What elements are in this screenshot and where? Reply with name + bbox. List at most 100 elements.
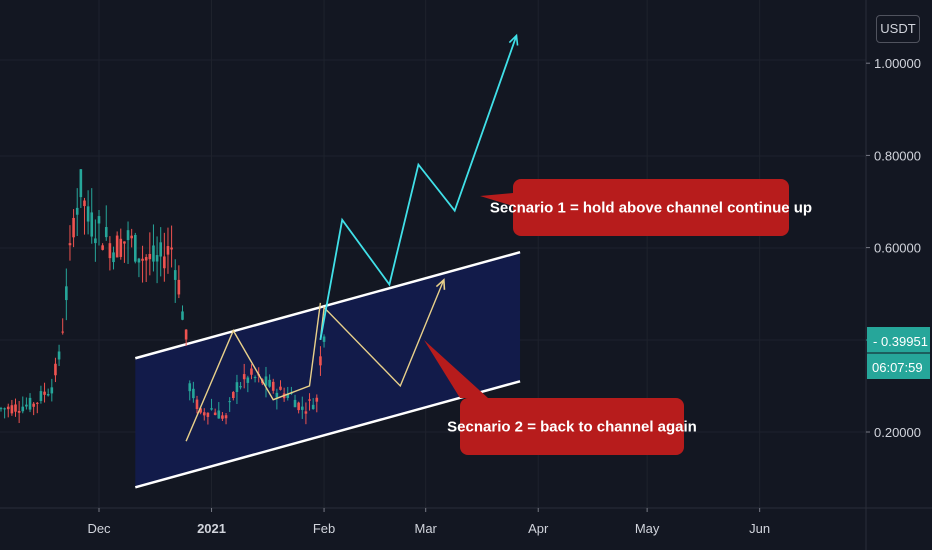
candle[interactable]: [130, 235, 133, 239]
candle[interactable]: [242, 374, 246, 380]
candle[interactable]: [319, 356, 322, 366]
candle[interactable]: [115, 235, 119, 258]
candle[interactable]: [46, 394, 50, 396]
candle[interactable]: [108, 243, 112, 259]
candle[interactable]: [21, 406, 25, 412]
candle[interactable]: [308, 399, 311, 401]
scenario-1-arrowhead: [508, 33, 519, 46]
candle[interactable]: [104, 227, 108, 238]
candle[interactable]: [10, 405, 14, 414]
candle[interactable]: [152, 245, 155, 262]
candle[interactable]: [304, 411, 308, 414]
candle[interactable]: [90, 212, 94, 237]
candle[interactable]: [232, 392, 235, 399]
candle[interactable]: [199, 408, 202, 413]
candle[interactable]: [35, 402, 39, 404]
candle[interactable]: [268, 379, 271, 387]
candle[interactable]: [14, 404, 17, 412]
candle[interactable]: [210, 408, 213, 410]
candle[interactable]: [83, 200, 86, 207]
past-zigzag-line: [185, 302, 322, 442]
candle[interactable]: [126, 230, 130, 241]
candle[interactable]: [213, 412, 217, 416]
candle[interactable]: [239, 386, 242, 388]
candle[interactable]: [17, 410, 21, 413]
currency-button[interactable]: USDT: [876, 15, 920, 43]
candle[interactable]: [184, 329, 188, 340]
candle[interactable]: [293, 399, 297, 408]
candle[interactable]: [137, 258, 141, 263]
candle[interactable]: [3, 408, 6, 410]
candle[interactable]: [188, 383, 192, 392]
candle[interactable]: [32, 403, 35, 407]
candle[interactable]: [322, 336, 326, 342]
candle[interactable]: [72, 217, 75, 238]
candle[interactable]: [86, 206, 90, 222]
candle[interactable]: [43, 391, 46, 395]
candle[interactable]: [28, 397, 32, 410]
candle[interactable]: [141, 258, 144, 261]
candle[interactable]: [206, 412, 210, 417]
candle[interactable]: [221, 415, 224, 419]
candle[interactable]: [235, 382, 239, 392]
candle[interactable]: [134, 234, 137, 262]
candle[interactable]: [25, 404, 28, 407]
candle[interactable]: [101, 245, 104, 250]
candle[interactable]: [300, 406, 304, 410]
channel-lower-line: [134, 380, 521, 489]
countdown-timer: 06:07:59: [872, 360, 923, 375]
candle[interactable]: [286, 393, 290, 398]
candle[interactable]: [246, 377, 250, 383]
candle[interactable]: [202, 412, 206, 416]
candle[interactable]: [163, 256, 166, 269]
candle[interactable]: [217, 410, 221, 419]
candle[interactable]: [275, 392, 279, 398]
candle[interactable]: [195, 399, 199, 409]
candle[interactable]: [148, 253, 152, 260]
candle[interactable]: [65, 286, 68, 301]
channel-fill: [135, 252, 521, 488]
candle[interactable]: [181, 311, 184, 320]
candle[interactable]: [250, 368, 253, 375]
candle[interactable]: [159, 242, 163, 257]
candle[interactable]: [297, 402, 300, 411]
candle[interactable]: [119, 238, 123, 257]
callouts: Secnario 1 = hold above channel continue…: [424, 179, 812, 455]
candle[interactable]: [224, 415, 228, 419]
candle[interactable]: [79, 169, 83, 198]
candle[interactable]: [39, 391, 43, 401]
candle[interactable]: [50, 387, 54, 394]
time-tick-label: May: [635, 521, 660, 536]
candle[interactable]: [61, 331, 64, 333]
candle[interactable]: [144, 257, 148, 261]
candle[interactable]: [75, 207, 79, 215]
candle[interactable]: [192, 388, 195, 399]
candle[interactable]: [6, 406, 10, 410]
candle[interactable]: [155, 255, 159, 262]
candle[interactable]: [264, 376, 268, 386]
candle[interactable]: [94, 238, 97, 244]
scenario-1-label: Secnario 1 = hold above channel continue…: [490, 200, 812, 217]
price-tick-label: 0.60000: [874, 241, 921, 256]
callout-box: [460, 398, 684, 455]
candle[interactable]: [123, 241, 126, 244]
candle[interactable]: [279, 386, 282, 390]
candle[interactable]: [57, 351, 61, 360]
candle[interactable]: [311, 404, 315, 410]
candle[interactable]: [112, 252, 115, 263]
candle[interactable]: [177, 279, 181, 295]
candle[interactable]: [68, 243, 72, 246]
candle[interactable]: [54, 363, 57, 376]
candle[interactable]: [97, 216, 101, 224]
candle[interactable]: [271, 381, 275, 391]
candle[interactable]: [253, 377, 257, 379]
candle[interactable]: [173, 270, 177, 280]
price-tick-label: 0.80000: [874, 148, 921, 163]
candle[interactable]: [228, 401, 231, 403]
last-price-tag: - 0.39951 06:07:59: [866, 327, 930, 379]
candle[interactable]: [0, 408, 3, 410]
candle[interactable]: [170, 247, 173, 250]
candle[interactable]: [315, 397, 319, 402]
candle[interactable]: [166, 246, 170, 255]
